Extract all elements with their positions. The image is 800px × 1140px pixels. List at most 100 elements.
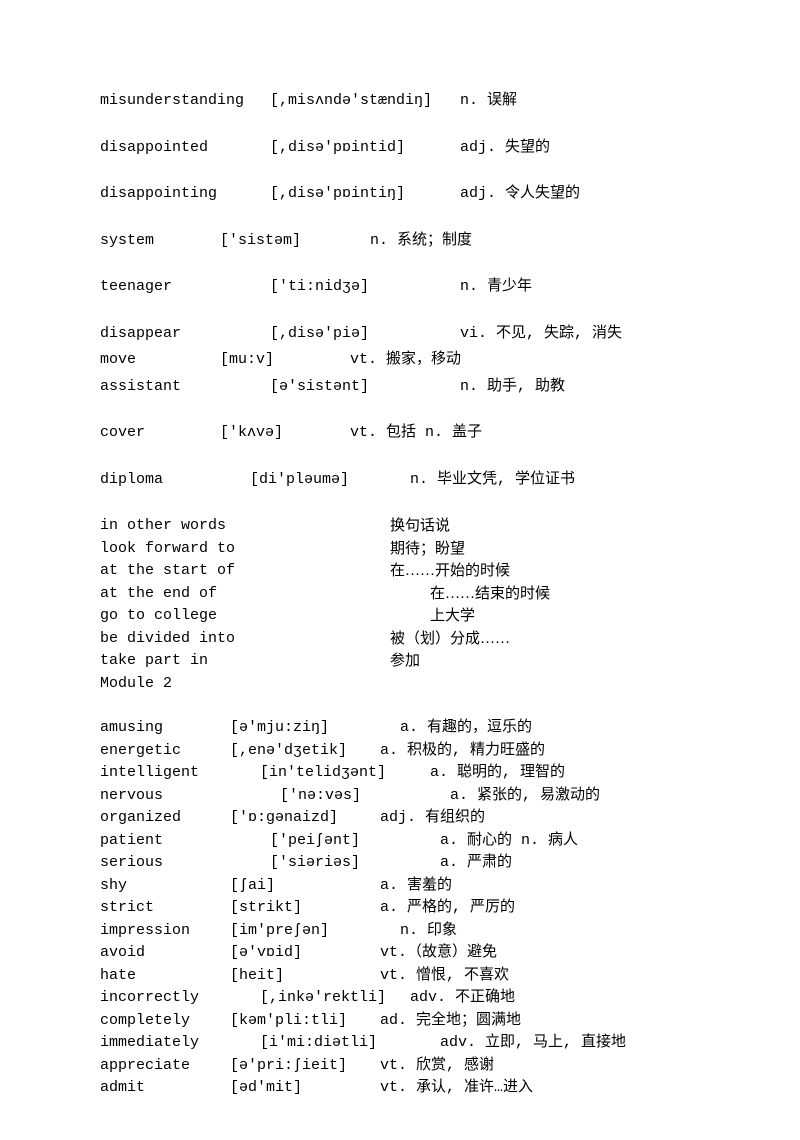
vocab-row: avoid[ə'vɒid]vt.（故意）避免 — [100, 942, 700, 965]
vocab-phonetic: [di'pləumə] — [250, 469, 410, 492]
vocab-definition: a. 有趣的，逗乐的 — [380, 717, 532, 740]
phrase-text: take part in — [100, 650, 390, 673]
vocab-definition: a. 积极的, 精力旺盛的 — [380, 740, 545, 763]
vocab-definition: vt. 搬家，移动 — [350, 349, 461, 372]
phrase-definition: 在……开始的时候 — [390, 560, 510, 583]
vocab-phonetic: [strikt] — [230, 897, 380, 920]
vocab-phonetic: [ə'pri:ʃieit] — [230, 1055, 380, 1078]
vocab-row: admit[əd'mit]vt. 承认, 准许…进入 — [100, 1077, 700, 1100]
vocab-phonetic: [kəm'pli:tli] — [230, 1010, 380, 1033]
phrase-row: at the end of在……结束的时候 — [100, 583, 700, 606]
vocab-definition: adv. 不正确地 — [410, 987, 515, 1010]
vocab-row: incorrectly[,inkə'rektli]adv. 不正确地 — [100, 987, 700, 1010]
vocab-definition: a. 耐心的 n. 病人 — [420, 830, 578, 853]
vocab-definition: vi. 不见, 失踪, 消失 — [460, 323, 622, 346]
phrase-definition: 上大学 — [390, 605, 475, 628]
vocab-row: disappear[,disə'piə]vi. 不见, 失踪, 消失 — [100, 323, 700, 346]
phrase-text: go to college — [100, 605, 390, 628]
vocab-word: avoid — [100, 942, 230, 965]
phrase-text: in other words — [100, 515, 390, 538]
vocab-phonetic: [ʃai] — [230, 875, 380, 898]
vocab-definition: a. 害羞的 — [380, 875, 452, 898]
vocab-row: shy[ʃai]a. 害羞的 — [100, 875, 700, 898]
vocab-phonetic: [,disə'pɒintiŋ] — [270, 183, 460, 206]
vocab-definition: n. 系统；制度 — [370, 230, 472, 253]
vocab-row: immediately[i'mi:diətli]adv. 立即, 马上, 直接地 — [100, 1032, 700, 1055]
vocab-word: appreciate — [100, 1055, 230, 1078]
phrase-definition: 期待；盼望 — [390, 538, 465, 561]
phrase-definition: 参加 — [390, 650, 420, 673]
vocab-definition: vt. 包括 n. 盖子 — [350, 422, 482, 445]
vocab-phonetic: ['kʌvə] — [220, 422, 350, 445]
phrase-definition: 在……结束的时候 — [390, 583, 550, 606]
vocab-row: system['sistəm]n. 系统；制度 — [100, 230, 700, 253]
vocab-row: hate[heit]vt. 憎恨, 不喜欢 — [100, 965, 700, 988]
vocab-row: teenager['ti:nidʒə]n. 青少年 — [100, 276, 700, 299]
vocab-row: impression[im'preʃən]n. 印象 — [100, 920, 700, 943]
vocab-row: strict[strikt]a. 严格的, 严厉的 — [100, 897, 700, 920]
phrase-text: at the end of — [100, 583, 390, 606]
vocab-phonetic: ['peiʃənt] — [230, 830, 420, 853]
phrase-row: be divided into被（划）分成…… — [100, 628, 700, 651]
vocab-definition: n. 青少年 — [460, 276, 532, 299]
vocab-word: admit — [100, 1077, 230, 1100]
vocab-word: system — [100, 230, 220, 253]
phrase-text: at the start of — [100, 560, 390, 583]
vocab-row: completely[kəm'pli:tli]ad. 完全地；圆满地 — [100, 1010, 700, 1033]
vocab-word: patient — [100, 830, 230, 853]
vocab-word: disappointed — [100, 137, 270, 160]
vocab-phonetic: [ə'sistənt] — [270, 376, 460, 399]
vocab-word: move — [100, 349, 220, 372]
vocab-word: serious — [100, 852, 230, 875]
phrases-section: in other words换句话说look forward to期待；盼望at… — [100, 515, 700, 673]
phrase-text: look forward to — [100, 538, 390, 561]
vocab-definition: vt.（故意）避免 — [380, 942, 497, 965]
vocab-definition: vt. 欣赏, 感谢 — [380, 1055, 494, 1078]
vocab-word: intelligent — [100, 762, 230, 785]
vocab-phonetic: [heit] — [230, 965, 380, 988]
vocab-row: appreciate[ə'pri:ʃieit]vt. 欣赏, 感谢 — [100, 1055, 700, 1078]
vocab-word: impression — [100, 920, 230, 943]
vocab-definition: a. 聪明的, 理智的 — [410, 762, 565, 785]
vocab-phonetic: [ə'vɒid] — [230, 942, 380, 965]
vocab-phonetic: [,inkə'rektli] — [230, 987, 410, 1010]
vocab-phonetic: ['siəriəs] — [230, 852, 420, 875]
vocab-definition: n. 毕业文凭, 学位证书 — [410, 469, 575, 492]
vocab-word: amusing — [100, 717, 230, 740]
vocab-word: shy — [100, 875, 230, 898]
vocab-phonetic: [mu:v] — [220, 349, 350, 372]
vocab-row: disappointed[,disə'pɒintid]adj. 失望的 — [100, 137, 700, 160]
vocab-word: strict — [100, 897, 230, 920]
vocab-word: organized — [100, 807, 230, 830]
vocab-phonetic: [im'preʃən] — [230, 920, 380, 943]
vocab-definition: n. 印象 — [380, 920, 457, 943]
vocab-definition: vt. 憎恨, 不喜欢 — [380, 965, 509, 988]
vocab-definition: a. 严肃的 — [420, 852, 512, 875]
vocab-word: immediately — [100, 1032, 230, 1055]
vocab-definition: vt. 承认, 准许…进入 — [380, 1077, 533, 1100]
vocab-word: cover — [100, 422, 220, 445]
vocab-definition: n. 助手, 助教 — [460, 376, 565, 399]
vocab-phonetic: [i'mi:diətli] — [230, 1032, 410, 1055]
vocab-word: diploma — [100, 469, 250, 492]
vocab-definition: adv. 立即, 马上, 直接地 — [410, 1032, 626, 1055]
vocab-phonetic: ['sistəm] — [220, 230, 370, 253]
vocab-phonetic: ['ti:nidʒə] — [270, 276, 460, 299]
vocab-definition: adj. 令人失望的 — [460, 183, 580, 206]
phrase-text: be divided into — [100, 628, 390, 651]
vocab-row: patient['peiʃənt]a. 耐心的 n. 病人 — [100, 830, 700, 853]
vocab-row: move[mu:v]vt. 搬家，移动 — [100, 349, 700, 372]
vocab-row: misunderstanding[,misʌndə'stændiŋ]n. 误解 — [100, 90, 700, 113]
vocab-definition: adj. 失望的 — [460, 137, 550, 160]
vocab-row: intelligent[in'telidʒənt]a. 聪明的, 理智的 — [100, 762, 700, 785]
vocab-row: energetic[,enə'dʒetik]a. 积极的, 精力旺盛的 — [100, 740, 700, 763]
vocab-row: organized['ɒ:gənaizd]adj. 有组织的 — [100, 807, 700, 830]
vocab-word: energetic — [100, 740, 230, 763]
module-title: Module 2 — [100, 673, 700, 696]
vocab-word: disappear — [100, 323, 270, 346]
vocab-word: nervous — [100, 785, 230, 808]
phrase-row: in other words换句话说 — [100, 515, 700, 538]
vocab-word: hate — [100, 965, 230, 988]
vocab-phonetic: [,disə'piə] — [270, 323, 460, 346]
phrase-row: go to college上大学 — [100, 605, 700, 628]
